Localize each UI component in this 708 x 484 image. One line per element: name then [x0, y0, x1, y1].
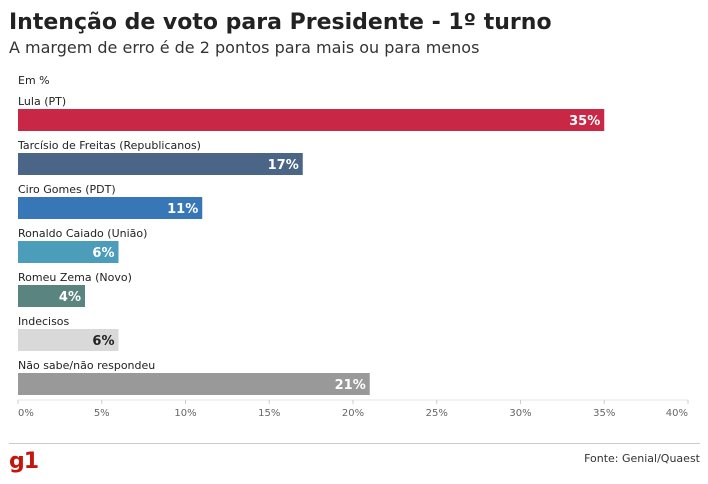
unit-label: Em %: [18, 74, 50, 87]
value-label: 4%: [59, 290, 81, 305]
value-label: 6%: [92, 334, 114, 349]
chart-title: Intenção de voto para Presidente - 1º tu…: [9, 10, 552, 35]
chart-subtitle: A margem de erro é de 2 pontos para mais…: [9, 38, 480, 57]
bar: [18, 153, 303, 175]
x-tick-label: 10%: [174, 408, 196, 419]
bar-chart: Lula (PT) 35% Tarcísio de Freitas (Republi…: [17, 95, 689, 419]
bar: [18, 285, 85, 307]
category-label: Ronaldo Caiado (União): [18, 227, 147, 240]
bar: [18, 241, 119, 263]
footer-divider: [9, 443, 700, 444]
category-label: Tarcísio de Freitas (Republicanos): [17, 139, 201, 152]
x-tick-label: 30%: [509, 408, 531, 419]
value-label: 17%: [268, 158, 299, 173]
value-label: 11%: [167, 202, 198, 217]
x-tick-label: 35%: [593, 408, 615, 419]
category-label: Indecisos: [18, 315, 70, 328]
value-label: 21%: [335, 378, 366, 393]
category-label: Lula (PT): [18, 95, 66, 108]
value-label: 35%: [569, 114, 600, 129]
x-tick-label: 0%: [18, 408, 34, 419]
x-tick-label: 15%: [258, 408, 280, 419]
bar: [18, 373, 370, 395]
x-tick-label: 25%: [426, 408, 448, 419]
x-tick-label: 5%: [94, 408, 110, 419]
source-note: Fonte: Genial/Quaest: [584, 452, 700, 465]
bar: [18, 109, 605, 131]
category-label: Ciro Gomes (PDT): [18, 183, 116, 196]
bar: [18, 197, 203, 219]
category-label: Romeu Zema (Novo): [18, 271, 132, 284]
x-tick-label: 20%: [342, 408, 364, 419]
x-tick-label: 40%: [666, 408, 688, 419]
category-label: Não sabe/não respondeu: [18, 359, 155, 372]
bar: [18, 329, 119, 351]
value-label: 6%: [92, 246, 114, 261]
g1-logo: g1: [9, 449, 39, 474]
